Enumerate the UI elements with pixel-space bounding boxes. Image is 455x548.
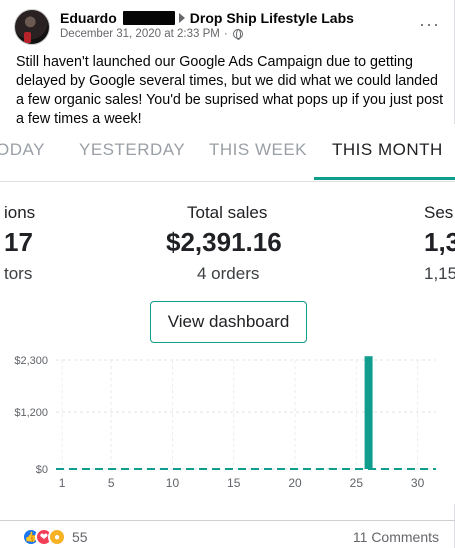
stat-left-label: ions — [4, 203, 36, 222]
dashboard-screenshot: ODAY YESTERDAY THIS WEEK THIS MONTH ions… — [0, 124, 455, 504]
chart-x-tick-label: 25 — [350, 476, 364, 490]
comments-link[interactable]: 11 Comments — [352, 529, 439, 545]
orders-count: 4 orders — [197, 264, 260, 283]
stat-left-value: 17 — [4, 227, 33, 257]
chart-y-tick-label: $0 — [36, 464, 48, 476]
redacted-block — [122, 11, 175, 25]
chart-x-tick-label: 10 — [166, 476, 180, 490]
chart-x-tick-label: 30 — [411, 476, 425, 490]
tab-today[interactable]: ODAY — [0, 140, 45, 159]
chart-bar — [364, 356, 373, 469]
post-header: Eduardo Drop Ship Lifestyle Labs Decembe… — [14, 6, 444, 46]
post-footer: 👍 ❤ ● 55 11 Comments — [0, 520, 455, 548]
tab-yesterday[interactable]: YESTERDAY — [79, 140, 186, 159]
view-dashboard-button[interactable]: View dashboard — [150, 301, 307, 343]
stat-left-sub: tors — [4, 264, 33, 283]
sessions-sub: 1,15 — [424, 264, 455, 283]
triangle-right-icon — [178, 13, 185, 23]
sessions-label: Ses — [424, 203, 454, 222]
chart-x-tick-label: 15 — [227, 476, 241, 490]
chart-x-tick-label: 20 — [288, 476, 302, 490]
active-tab-indicator — [314, 177, 455, 180]
total-sales-label: Total sales — [187, 203, 268, 222]
chart-y-tick-label: $1,200 — [14, 407, 48, 419]
avatar[interactable] — [14, 9, 50, 45]
reaction-count: 55 — [72, 529, 88, 545]
author-line: Eduardo Drop Ship Lifestyle Labs — [60, 10, 354, 26]
wow-icon: ● — [48, 528, 66, 546]
sales-chart: $2,300$1,200$01 5 10 15 20 25 30 — [14, 355, 436, 490]
chart-x-tick-label: 1 — [59, 476, 66, 490]
date-tabs: ODAY YESTERDAY THIS WEEK THIS MONTH — [0, 124, 455, 182]
reactions-summary[interactable]: 👍 ❤ ● 55 — [22, 528, 88, 546]
total-sales-value: $2,391.16 — [166, 227, 282, 257]
globe-icon — [232, 29, 243, 40]
sessions-value: 1,3 — [424, 227, 455, 257]
more-options-icon[interactable]: ··· — [419, 14, 440, 34]
chart-x-tick-label: 5 — [108, 476, 115, 490]
chart-y-tick-label: $2,300 — [14, 355, 48, 367]
author-name[interactable]: Eduardo — [60, 10, 117, 26]
post-timestamp[interactable]: December 31, 2020 at 2:33 PM — [60, 28, 220, 40]
meta-separator: · — [223, 28, 228, 40]
post-meta: December 31, 2020 at 2:33 PM · — [60, 28, 243, 40]
tab-this-week[interactable]: THIS WEEK — [209, 140, 308, 159]
tab-this-month[interactable]: THIS MONTH — [332, 140, 443, 159]
group-name[interactable]: Drop Ship Lifestyle Labs — [189, 10, 354, 26]
post-caption: Still haven't launched our Google Ads Ca… — [16, 54, 444, 127]
